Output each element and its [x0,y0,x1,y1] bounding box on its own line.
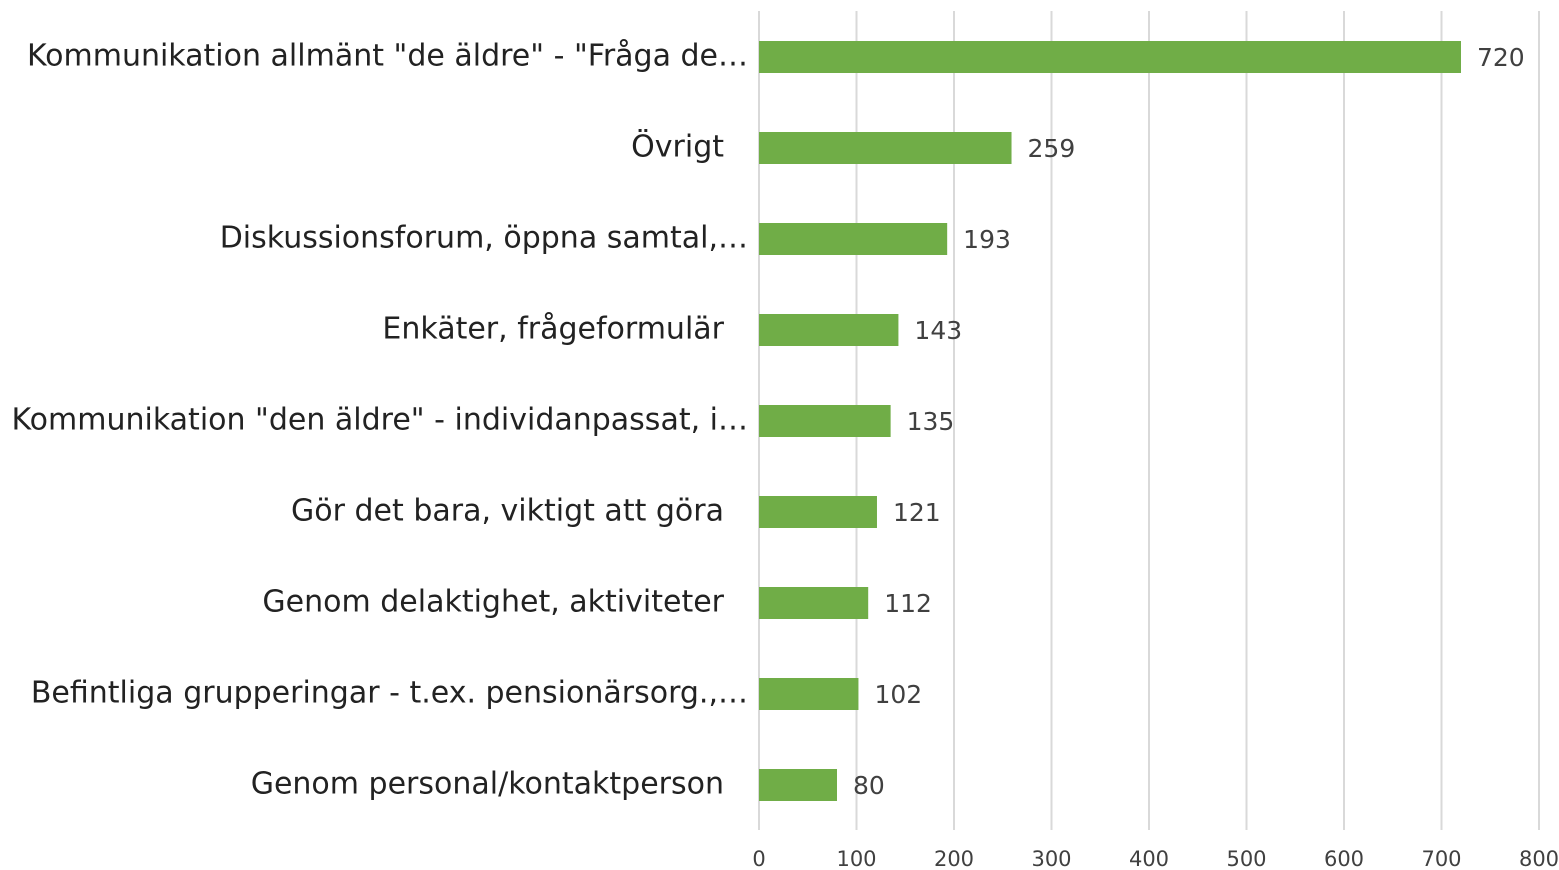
data-label: 121 [893,498,941,527]
data-label: 102 [874,680,922,709]
y-tick-label: Gör det bara, viktigt att göra [291,494,724,529]
y-tick-label: Diskussionsforum, öppna samtal,… [220,221,748,256]
x-tick-label: 400 [1129,847,1169,870]
data-label: 720 [1477,43,1525,72]
x-tick-label: 500 [1226,847,1266,870]
x-tick-label: 0 [752,847,765,870]
bar [759,41,1461,73]
data-label: 112 [884,589,932,618]
y-tick-label: Kommunikation allmänt "de äldre" - "Fråg… [27,39,748,74]
bar [759,496,877,528]
data-label: 80 [853,771,885,800]
x-tick-label: 600 [1324,847,1364,870]
bar [759,132,1012,164]
bar [759,587,869,619]
bar [759,769,837,801]
bar [759,678,859,710]
y-tick-label: Genom personal/kontaktperson [251,767,724,802]
y-tick-label: Befintliga grupperingar - t.ex. pensionä… [31,676,748,711]
data-label: 193 [963,225,1011,254]
y-tick-label: Enkäter, frågeformulär [382,312,724,347]
y-tick-label: Genom delaktighet, aktiviteter [262,585,724,620]
y-tick-label: Kommunikation "den äldre" - individanpas… [11,403,748,438]
x-tick-label: 300 [1031,847,1071,870]
bar [759,314,899,346]
bar [759,405,891,437]
y-tick-label: Övrigt [631,129,724,165]
x-tick-label: 200 [934,847,974,870]
x-tick-label: 100 [836,847,876,870]
bar [759,223,948,255]
data-label: 135 [907,407,955,436]
data-label: 143 [914,316,962,345]
x-tick-label: 800 [1519,847,1559,870]
x-tick-label: 700 [1421,847,1461,870]
data-label: 259 [1028,134,1076,163]
